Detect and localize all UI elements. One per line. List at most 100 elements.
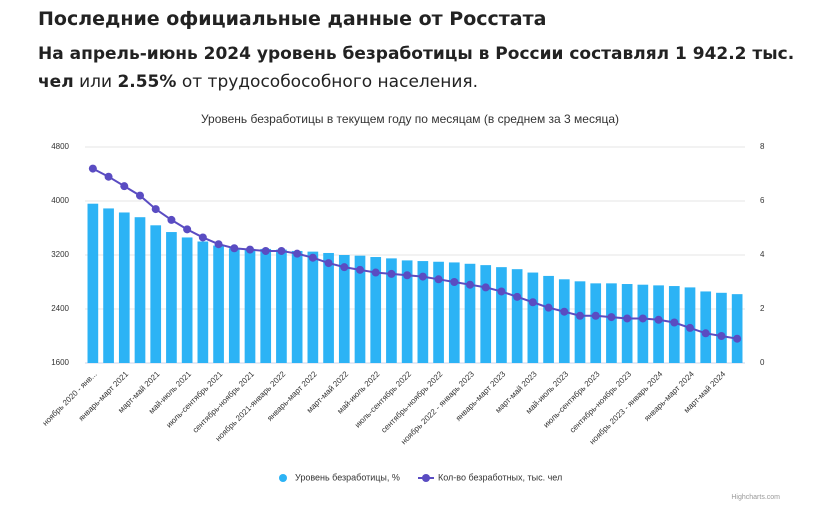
bar (731, 294, 743, 363)
bar (260, 248, 272, 363)
bar (543, 275, 554, 363)
line-point (466, 280, 474, 289)
legend-symbol (279, 474, 287, 482)
line-point (293, 249, 302, 258)
bar (386, 258, 397, 363)
line-point (607, 313, 616, 322)
line-point (120, 182, 129, 191)
x-tick-label: сентябрь-ноябрь 2021 (191, 369, 257, 435)
bar (213, 245, 224, 363)
bar (87, 203, 99, 363)
line-point (167, 215, 176, 224)
bar (370, 257, 382, 363)
line-point (497, 287, 506, 296)
bar (417, 261, 429, 363)
line-point (136, 191, 144, 200)
x-tick-label: сентябрь-ноябрь 2022 (379, 369, 445, 435)
bar (181, 237, 193, 363)
line-point (308, 253, 317, 262)
summary-main: На апрель-июнь 2024 уровень безработицы … (38, 44, 795, 92)
line-point (356, 265, 364, 274)
y2-tick-label: 6 (760, 196, 765, 205)
line-point (418, 272, 427, 281)
legend-symbol (422, 474, 430, 482)
bar (338, 255, 350, 363)
bar (433, 261, 444, 363)
x-tick-label: июль-сентябрь 2022 (353, 369, 413, 429)
x-tick-label: сентябрь-ноябрь 2023 (568, 369, 634, 435)
y2-tick-label: 0 (760, 358, 765, 367)
line-point (717, 332, 726, 340)
bar (134, 217, 146, 363)
x-tick-label: июль-сентябрь 2023 (542, 369, 602, 429)
bar (197, 241, 209, 363)
summary-rest: от трудособособного населения. (181, 72, 479, 92)
bar (323, 252, 334, 363)
bar (103, 208, 114, 363)
y-tick-label: 1600 (51, 358, 69, 367)
summary-or: или (79, 72, 113, 92)
bar (276, 249, 287, 363)
line-point (528, 298, 537, 307)
line-point (277, 246, 286, 255)
line-point (151, 205, 160, 214)
line-point (450, 278, 459, 286)
line-point (340, 263, 349, 272)
line-point (576, 311, 584, 320)
bar (166, 232, 177, 363)
y-tick-label: 3200 (51, 250, 69, 259)
line-point (654, 315, 663, 324)
page-title: Последние официальные данные от Росстата (38, 8, 547, 30)
line-point (623, 314, 632, 323)
bar (496, 267, 507, 363)
bar (307, 251, 319, 363)
bar (590, 283, 602, 363)
line-point (560, 307, 569, 316)
line-point (670, 318, 679, 327)
chart: Уровень безработицы в текущем году по ме… (41, 112, 781, 501)
bar (448, 262, 460, 363)
credit: Highcharts.com (731, 494, 780, 501)
line-point (733, 334, 742, 343)
line-point (371, 268, 380, 277)
bar (464, 263, 476, 363)
line-point (387, 269, 396, 278)
line-point (261, 246, 270, 255)
line-point (591, 311, 600, 320)
bar (558, 279, 570, 363)
bar (653, 285, 664, 363)
y2-tick-label: 8 (760, 142, 765, 151)
bar (511, 269, 523, 363)
line-point (403, 271, 412, 280)
bar (700, 291, 712, 363)
line-point (104, 172, 113, 181)
bar (716, 292, 727, 363)
x-tick-label: ноябрь 2020 - янв... (41, 370, 99, 428)
chart-title: Уровень безработицы в текущем году по ме… (201, 112, 619, 126)
line-point (246, 245, 254, 254)
summary: На апрель-июнь 2024 уровень безработицы … (38, 40, 798, 96)
bar (527, 272, 539, 363)
line-point (686, 323, 694, 332)
line-point (513, 292, 522, 301)
bar (354, 255, 366, 363)
legend-label: Кол-во безработных, тыс. чел (438, 472, 562, 482)
y-tick-label: 4000 (51, 196, 69, 205)
bar (637, 284, 649, 363)
y2-tick-label: 2 (760, 304, 765, 313)
line-point (701, 329, 710, 338)
line-point (230, 244, 239, 253)
line-point (638, 314, 647, 323)
line-point (183, 225, 192, 234)
bar (291, 250, 303, 363)
line-point (544, 303, 553, 312)
y2-tick-label: 4 (760, 250, 765, 259)
bar (244, 248, 256, 363)
bar (118, 212, 130, 363)
bar (150, 225, 162, 363)
legend-label: Уровень безработицы, % (295, 472, 400, 482)
bar (621, 284, 633, 363)
bar (606, 283, 617, 363)
y-tick-label: 2400 (51, 304, 69, 313)
